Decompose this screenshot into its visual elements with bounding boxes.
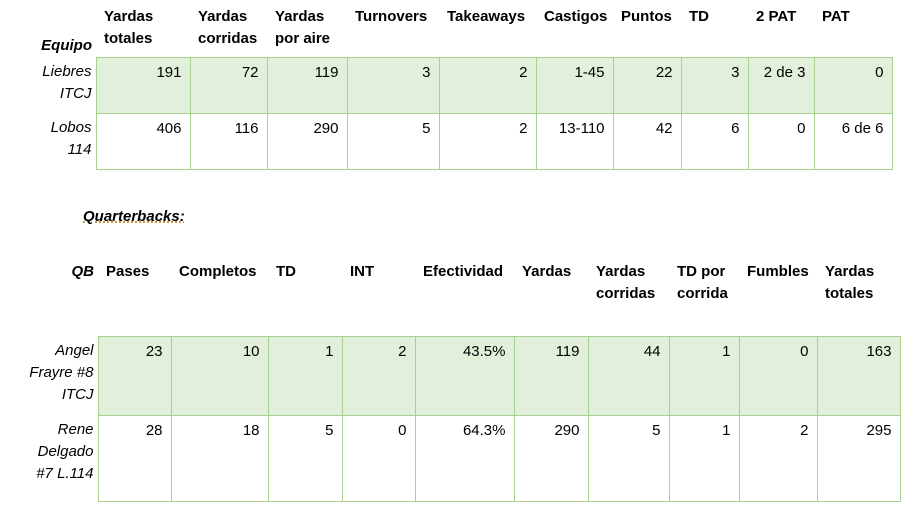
- cell: 295: [816, 414, 901, 502]
- cell: 5: [587, 414, 670, 502]
- cell: 2: [341, 335, 416, 416]
- cell: 23: [97, 335, 172, 416]
- table-row: Angel Frayre #8 ITCJ 23 10 1 2 43.5% 119…: [14, 335, 901, 416]
- col-header: Fumbles: [747, 263, 809, 280]
- cell: 2: [438, 56, 537, 114]
- cell: 1: [267, 335, 343, 416]
- cell: 43.5%: [414, 335, 515, 416]
- cell: 0: [341, 414, 416, 502]
- cell: 163: [816, 335, 901, 416]
- col-header: INT: [350, 263, 375, 280]
- col-header: PAT: [822, 8, 850, 25]
- table-row: Rene Delgado #7 L.114 28 18 5 0 64.3% 29…: [14, 414, 901, 502]
- cell: 2: [438, 112, 537, 170]
- col-header: Puntos: [621, 8, 672, 25]
- col-header: Yardas totales: [104, 8, 154, 47]
- cell: 1: [668, 335, 740, 416]
- cell: 44: [587, 335, 670, 416]
- cell: 6: [680, 112, 749, 170]
- qb-name: Rene Delgado #7 L.114: [36, 421, 94, 482]
- cell: 0: [813, 56, 893, 114]
- col-header: Yardas por aire: [275, 8, 331, 47]
- cell: 1-45: [535, 56, 614, 114]
- col-header: Completos: [179, 263, 257, 280]
- cell: 119: [513, 335, 589, 416]
- col-header: Yardas corridas: [198, 8, 258, 47]
- cell: 13-110: [535, 112, 614, 170]
- cell: 290: [513, 414, 589, 502]
- table-row: Lobos 114 406 116 290 5 2 13-110 42 6 0 …: [22, 112, 893, 170]
- col-header: Takeaways: [447, 8, 526, 25]
- cell: 3: [680, 56, 749, 114]
- cell: 72: [189, 56, 268, 114]
- cell: 290: [266, 112, 348, 170]
- cell: 18: [170, 414, 269, 502]
- cell: 28: [97, 414, 172, 502]
- col-header: Yardas: [522, 263, 572, 280]
- col-header: 2 PAT: [756, 8, 797, 25]
- cell: 42: [612, 112, 682, 170]
- team-name: Lobos 114: [50, 119, 92, 158]
- cell: 406: [95, 112, 191, 170]
- team-name: Liebres ITCJ: [42, 63, 92, 102]
- section-title-quarterbacks: Quarterbacks:: [83, 208, 185, 225]
- cell: 2 de 3: [747, 56, 815, 114]
- cell: 6 de 6: [813, 112, 893, 170]
- qb-header-label: QB: [71, 263, 95, 280]
- col-header: Efectividad: [423, 263, 504, 280]
- col-header: Turnovers: [355, 8, 428, 25]
- col-header: TD: [689, 8, 709, 25]
- cell: 10: [170, 335, 269, 416]
- cell: 22: [612, 56, 682, 114]
- cell: 0: [738, 335, 818, 416]
- qb-name: Angel Frayre #8 ITCJ: [29, 342, 94, 403]
- cell: 64.3%: [414, 414, 515, 502]
- cell: 191: [95, 56, 191, 114]
- col-header: Yardas totales: [825, 263, 875, 302]
- cell: 116: [189, 112, 268, 170]
- cell: 2: [738, 414, 818, 502]
- col-header: Castigos: [544, 8, 608, 25]
- col-header: TD por corrida: [677, 263, 728, 302]
- col-header: Pases: [106, 263, 150, 280]
- col-header: TD: [276, 263, 296, 280]
- qb-stats-table: QB Pases Completos TD INT Efectividad Ya…: [14, 257, 901, 502]
- col-header: Yardas corridas: [596, 263, 656, 302]
- cell: 5: [267, 414, 343, 502]
- cell: 119: [266, 56, 348, 114]
- cell: 5: [346, 112, 440, 170]
- cell: 0: [747, 112, 815, 170]
- team-header-label: Equipo: [41, 37, 92, 54]
- cell: 3: [346, 56, 440, 114]
- team-stats-table: Equipo Yardas totales Yardas corridas Ya…: [22, 2, 893, 170]
- cell: 1: [668, 414, 740, 502]
- table-row: Liebres ITCJ 191 72 119 3 2 1-45 22 3 2 …: [22, 56, 893, 114]
